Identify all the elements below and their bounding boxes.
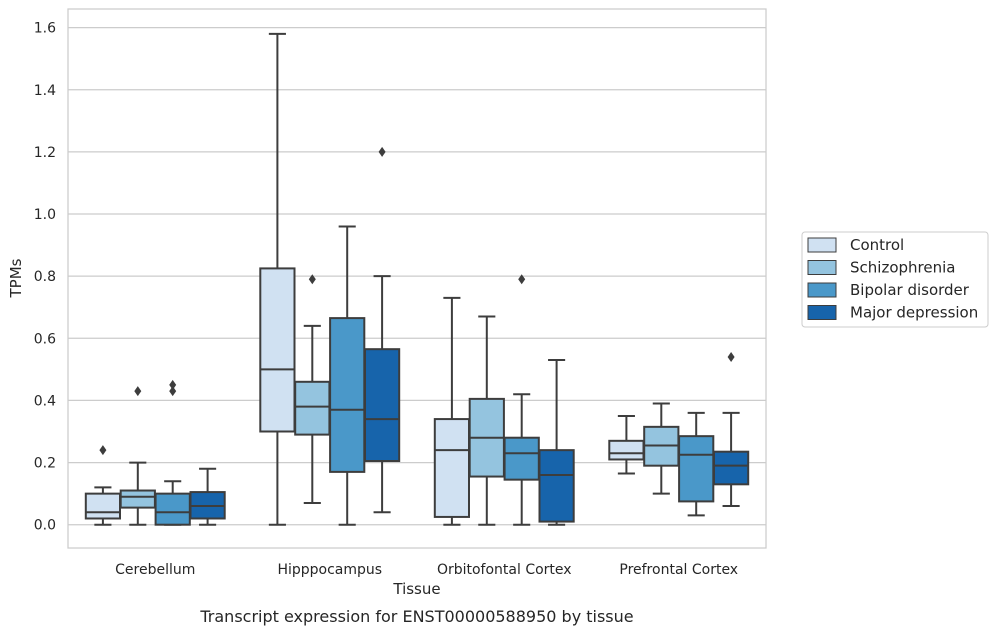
box-iqr (119, 489, 156, 509)
legend-label: Control (850, 236, 904, 254)
box-iqr (433, 418, 471, 518)
box-iqr (678, 435, 715, 503)
outlier-marker (378, 146, 386, 157)
outlier-marker (99, 445, 107, 456)
box-iqr (84, 492, 122, 520)
y-tick-label: 0.2 (34, 456, 56, 472)
x-axis-title: Tissue (392, 580, 440, 598)
box-hipppocampus (294, 274, 331, 504)
legend: Control Schizophrenia Bipolar disorder Majo… (801, 231, 989, 328)
series-bipolar-disorder (154, 225, 715, 526)
box-iqr (608, 439, 645, 461)
box-iqr (154, 492, 191, 526)
legend-swatch (807, 305, 837, 320)
outlier-marker (518, 274, 526, 285)
y-tick-label: 0.0 (34, 518, 56, 534)
outlier-marker (134, 386, 142, 397)
outlier-marker (169, 386, 177, 397)
plot-frame (67, 8, 767, 549)
box-prefrontal-cortex (712, 351, 750, 508)
box-cerebellum (119, 386, 156, 526)
x-tick-label: Orbitofontal Cortex (437, 562, 572, 578)
box-hipppocampus (259, 32, 296, 526)
box-iqr (294, 380, 331, 436)
series-control (84, 32, 645, 526)
outlier-marker (727, 351, 735, 362)
legend-swatch (807, 282, 837, 298)
y-tick-label: 1.2 (34, 145, 56, 161)
box-orbitofontal-cortex (538, 359, 575, 526)
legend-swatch (807, 260, 837, 275)
box-cerebellum (189, 467, 226, 526)
x-tick-label: Hipppocampus (277, 562, 382, 578)
box-prefrontal-cortex (678, 411, 715, 517)
box-iqr (363, 348, 401, 463)
x-tick-labels: Cerebellum Hipppocampus Orbitofontal Corte… (115, 562, 738, 578)
y-tick-labels: 0.0 0.2 0.4 0.6 0.8 1.0 1.2 1.4 1.6 (34, 21, 56, 534)
y-tick-label: 0.4 (34, 393, 56, 409)
outlier-marker (308, 274, 316, 285)
y-tick-label: 1.4 (34, 83, 56, 99)
x-tick-label: Cerebellum (115, 562, 195, 578)
box-cerebellum (84, 445, 122, 526)
y-tick-label: 0.6 (34, 331, 56, 347)
y-tick-label: 1.0 (34, 207, 56, 223)
box-iqr (329, 317, 366, 473)
box-series (84, 32, 750, 526)
box-orbitofontal-cortex (503, 274, 540, 526)
legend-frame (801, 231, 989, 328)
box-hipppocampus (329, 225, 366, 526)
outlier-marker (169, 379, 177, 390)
y-tick-label: 0.8 (34, 269, 56, 285)
y-tick-label: 1.6 (34, 21, 56, 37)
box-prefrontal-cortex (643, 402, 680, 495)
x-tick-label: Prefrontal Cortex (619, 562, 738, 578)
y-axis-title: TPMs (7, 258, 25, 298)
series-schizophrenia (119, 274, 680, 526)
box-hipppocampus (363, 146, 401, 514)
legend-label: Major depression (850, 304, 978, 322)
chart-caption: Transcript expression for ENST0000058895… (199, 607, 633, 626)
series-major-depression (189, 146, 750, 526)
box-iqr (259, 267, 296, 433)
box-orbitofontal-cortex (433, 296, 471, 526)
box-iqr (712, 450, 750, 486)
legend-label: Schizophrenia (850, 259, 955, 277)
box-iqr (503, 436, 540, 481)
box-iqr (538, 449, 575, 523)
legend-swatch (807, 237, 837, 253)
legend-label: Bipolar disorder (850, 281, 970, 299)
